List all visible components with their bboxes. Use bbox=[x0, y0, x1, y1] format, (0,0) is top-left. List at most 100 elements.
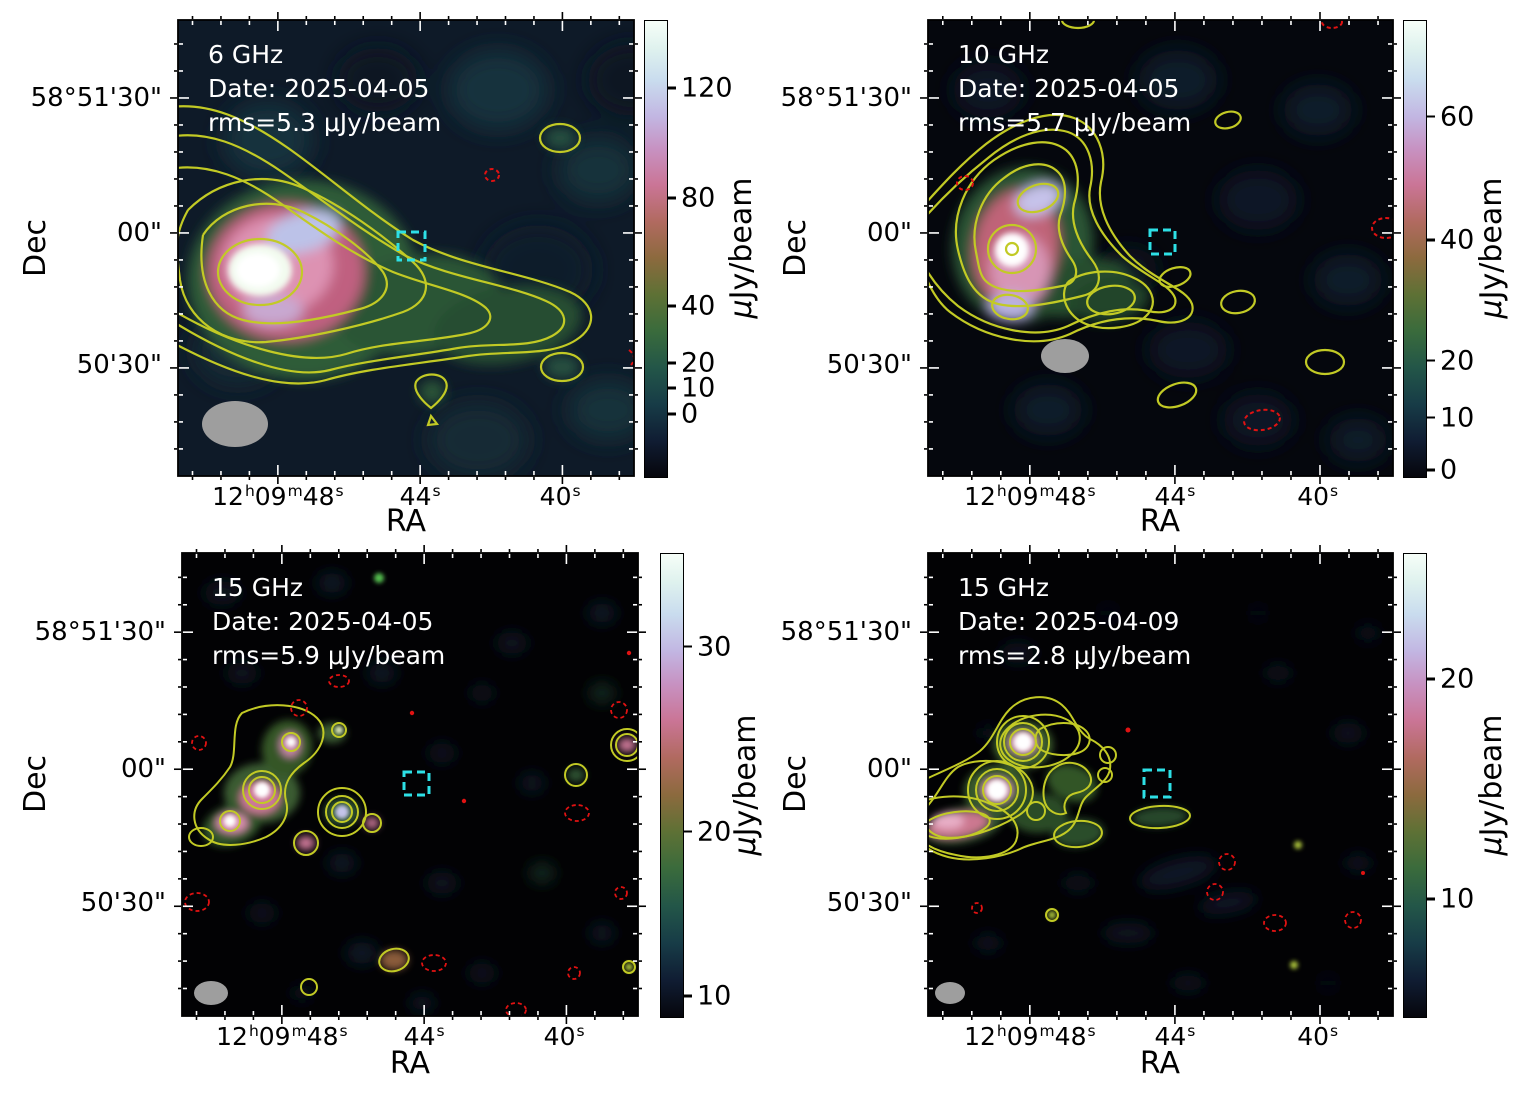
x-tick-label: 44s bbox=[1154, 482, 1196, 511]
dec-axis-label: Dec bbox=[778, 218, 813, 278]
colorbar-tick-label: 30 bbox=[697, 631, 732, 663]
colorbar-tick: 40 bbox=[1426, 224, 1474, 255]
colorbar-tick: 20 bbox=[1426, 345, 1474, 376]
colorbar-tick-mark bbox=[667, 196, 676, 200]
source-box-marker bbox=[1142, 768, 1172, 799]
annotation-line: rms=5.9 μJy/beam bbox=[212, 641, 446, 670]
colorbar-tick-mark bbox=[683, 645, 692, 648]
annotation-line: 6 GHz bbox=[208, 40, 284, 69]
x-tick-label: 40s bbox=[1297, 482, 1339, 511]
mu-symbol: μ bbox=[724, 299, 759, 319]
ra-axis-label: RA bbox=[389, 1046, 431, 1081]
y-tick-label: 50'30" bbox=[76, 350, 162, 381]
annotation-line: rms=2.8 μJy/beam bbox=[958, 641, 1192, 670]
colorbar-unit-label: μJy/beam bbox=[724, 177, 759, 319]
colorbar-tick: 60 bbox=[1426, 101, 1474, 132]
x-tick-label: 44s bbox=[1154, 1022, 1196, 1051]
x-tick-label: 40s bbox=[543, 1022, 585, 1051]
dec-axis-label: Dec bbox=[18, 218, 53, 278]
negative-contours bbox=[956, 20, 1393, 432]
colorbar-tick: 80 bbox=[667, 182, 715, 213]
panel-frame bbox=[927, 552, 1394, 1017]
y-tick-label: 50'30" bbox=[826, 888, 912, 919]
colorbar-tick-label: 10 bbox=[681, 372, 716, 404]
colorbar-tick: 0 bbox=[667, 399, 698, 430]
radio-map-10ghz bbox=[920, 12, 1401, 484]
colorbar-15ghz-0409: 20 10 bbox=[1403, 553, 1474, 1018]
colorbar-tick-label: 0 bbox=[681, 398, 699, 430]
panel-frame bbox=[181, 552, 639, 1017]
y-tick-label: 58°51'30" bbox=[34, 617, 166, 648]
x-tick-label: 40s bbox=[1297, 1022, 1339, 1051]
negative-contours bbox=[971, 853, 1362, 932]
axis-ticks bbox=[182, 553, 638, 1016]
source-core bbox=[995, 233, 1029, 267]
panel-frame bbox=[927, 19, 1394, 477]
source-box-marker bbox=[1148, 228, 1177, 256]
x-tick-label: 44s bbox=[399, 482, 441, 511]
colorbar-tick: 20 bbox=[1426, 664, 1474, 695]
mu-symbol: μ bbox=[1474, 836, 1509, 856]
noise-blobs bbox=[204, 573, 616, 1011]
colorbar-tick: 10 bbox=[1426, 402, 1474, 433]
x-tick-labels: 12h09m48s 44s 40s bbox=[178, 482, 634, 516]
colorbar-tick-label: 60 bbox=[1440, 101, 1475, 133]
colorbar-tick-label: 10 bbox=[697, 980, 732, 1012]
positive-contours bbox=[928, 696, 1191, 922]
colorbar-tick: 30 bbox=[683, 631, 731, 662]
annotation-line: rms=5.3 μJy/beam bbox=[208, 108, 442, 137]
y-tick-labels: 58°51'30" 00" 50'30" bbox=[14, 553, 174, 1016]
noise-blobs bbox=[953, 50, 1388, 462]
negative-contours bbox=[484, 168, 634, 366]
colorbar-tick: 0 bbox=[1426, 455, 1457, 486]
radio-map-6ghz bbox=[170, 12, 642, 484]
beam-ellipse bbox=[935, 982, 965, 1004]
annotation-line: 10 GHz bbox=[958, 40, 1050, 69]
colorbar-tick: 10 bbox=[667, 373, 715, 404]
panel-frame bbox=[177, 19, 635, 477]
colorbar-tick: 40 bbox=[667, 291, 715, 322]
negative-contours bbox=[184, 674, 628, 1016]
y-tick-label: 50'30" bbox=[826, 350, 912, 381]
x-tick-label: 40s bbox=[539, 482, 581, 511]
ra-axis-label: RA bbox=[1139, 504, 1181, 539]
colorbar-tick-mark bbox=[667, 412, 676, 416]
source-core bbox=[228, 244, 292, 296]
colorbar-tick-label: 20 bbox=[1440, 345, 1475, 377]
y-tick-label: 50'30" bbox=[80, 888, 166, 919]
y-tick-label: 00" bbox=[866, 217, 912, 248]
beam-ellipse bbox=[1041, 339, 1089, 373]
colorbar-tick-mark bbox=[1426, 115, 1435, 118]
x-tick-label: 12h09m48s bbox=[964, 1022, 1096, 1051]
outer-axis-ticks bbox=[920, 545, 1401, 1024]
positive-contours bbox=[928, 20, 1346, 409]
colorbar-tick-mark bbox=[1426, 416, 1435, 419]
colorbar-tick-mark bbox=[667, 361, 676, 365]
negative-dots bbox=[409, 650, 632, 804]
annotation-line: Date: 2025-04-05 bbox=[958, 74, 1180, 103]
colorbar-tick-label: 80 bbox=[681, 182, 716, 214]
colorbar-tick: 20 bbox=[667, 348, 715, 379]
colorbar-tick-label: 20 bbox=[697, 816, 732, 848]
source-cores bbox=[224, 573, 633, 971]
colorbar-unit-label: μJy/beam bbox=[1474, 177, 1509, 319]
colorbar-tick: 20 bbox=[683, 816, 731, 847]
colorbar-tick-mark bbox=[1426, 677, 1435, 681]
source-box-marker bbox=[402, 770, 431, 797]
y-tick-label: 00" bbox=[866, 754, 912, 785]
annotation-line: Date: 2025-04-05 bbox=[208, 74, 430, 103]
colorbar-tick-label: 0 bbox=[1440, 454, 1458, 486]
colorbar-tick-mark bbox=[683, 994, 692, 998]
colorbar-unit-label: μJy/beam bbox=[1474, 714, 1509, 856]
y-tick-labels: 58°51'30" 00" 50'30" bbox=[10, 20, 170, 476]
colorbar-tick-mark bbox=[683, 830, 692, 833]
outer-axis-ticks bbox=[170, 12, 642, 484]
diffuse-emission bbox=[188, 127, 583, 404]
ra-axis-label: RA bbox=[1139, 1046, 1181, 1081]
beam-ellipse bbox=[202, 401, 268, 447]
x-tick-label: 12h09m48s bbox=[964, 482, 1096, 511]
colorbar-tick-label: 20 bbox=[681, 347, 716, 379]
colorbar-15ghz-0405: 30 20 10 bbox=[660, 553, 731, 1018]
map-annotation-10ghz: 10 GHz Date: 2025-04-05 rms=5.7 μJy/beam bbox=[958, 38, 1191, 140]
